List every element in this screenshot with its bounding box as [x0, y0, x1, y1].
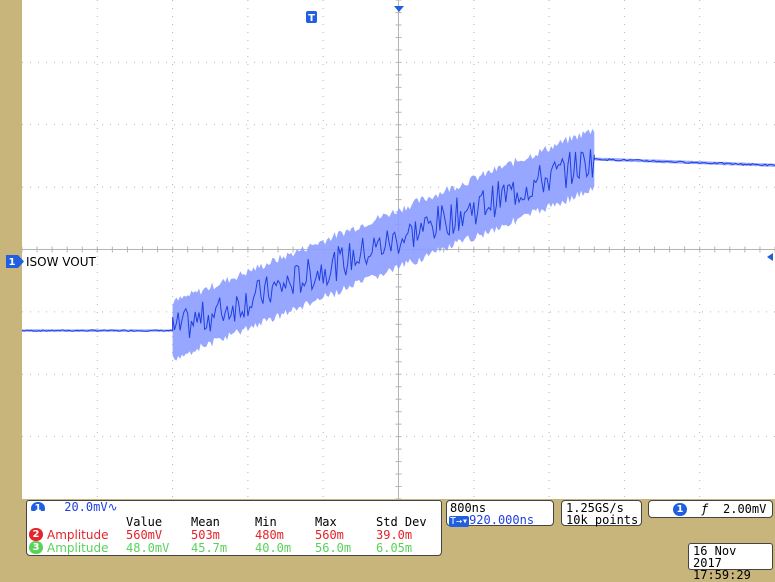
trigger-level: 2.00mV — [723, 502, 767, 516]
header-std-dev: Std Dev — [376, 515, 427, 529]
waveform-display: T 1 ISOW VOUT — [6, 0, 775, 500]
ch1-reference-label: 1 — [9, 257, 16, 268]
sample-rate: 1.25GS/s — [566, 501, 624, 515]
ch2-value: 560mV — [126, 528, 163, 542]
trigger-marker-label: T — [308, 13, 315, 24]
datetime-readout: 16 Nov 2017 17:59:29 — [688, 543, 773, 581]
ch3-min: 40.0m — [255, 541, 292, 555]
ch2-min: 480m — [255, 528, 284, 542]
ch2-max: 560m — [315, 528, 344, 542]
date: 16 Nov 2017 — [693, 544, 737, 570]
ch3-std-dev: 6.05m — [376, 541, 413, 555]
trigger-time-arrow — [394, 6, 404, 12]
ch1-reference-marker[interactable]: 1 — [6, 255, 24, 268]
timebase-readout[interactable]: 800ns T→▾920.000ns — [446, 500, 554, 527]
ch1-scale: 20.0mV — [64, 500, 108, 514]
ch2-mean: 503m — [191, 528, 220, 542]
ch3-measurement-name: Amplitude — [47, 541, 109, 555]
header-mean: Mean — [191, 515, 220, 529]
timebase-scale: 800ns — [450, 501, 487, 515]
trigger-offset-icon: T→▾ — [449, 516, 470, 527]
ch3-max: 56.0m — [315, 541, 352, 555]
trigger-readout[interactable]: 1 ƒ 2.00mV — [648, 500, 773, 518]
ch2-measurement-name: Amplitude — [47, 528, 109, 542]
header-value: Value — [126, 515, 163, 529]
timebase-position: 920.000ns — [469, 513, 535, 527]
ch3-badge: 3 — [29, 541, 43, 554]
trigger-source-badge: 1 — [673, 503, 687, 516]
trigger-position-marker[interactable]: T — [306, 11, 317, 24]
trigger-level-arrow — [767, 253, 773, 261]
acquisition-readout[interactable]: 1.25GS/s 10k points — [561, 500, 642, 527]
ch1-coupling-icon: ∿ — [107, 500, 118, 514]
trigger-slope-icon: ƒ — [701, 502, 709, 516]
header-max: Max — [315, 515, 337, 529]
ch1-scale-readout[interactable]: 1 20.0mV∿ — [26, 500, 442, 515]
channel-label: ISOW VOUT — [26, 255, 97, 269]
ch2-std-dev: 39.0m — [376, 528, 413, 542]
measurement-panel: Value Mean Min Max Std Dev 2 Amplitude 5… — [26, 511, 442, 556]
record-length: 10k points — [566, 513, 639, 527]
timebase-position-row: T→▾920.000ns — [449, 513, 534, 527]
header-min: Min — [255, 515, 277, 529]
ch1-waveform-envelope — [22, 128, 775, 361]
ch3-value: 48.0mV — [126, 541, 170, 555]
ch3-mean: 45.7m — [191, 541, 228, 555]
ch2-badge: 2 — [29, 528, 43, 541]
ch1-waveform-trace — [21, 149, 775, 339]
